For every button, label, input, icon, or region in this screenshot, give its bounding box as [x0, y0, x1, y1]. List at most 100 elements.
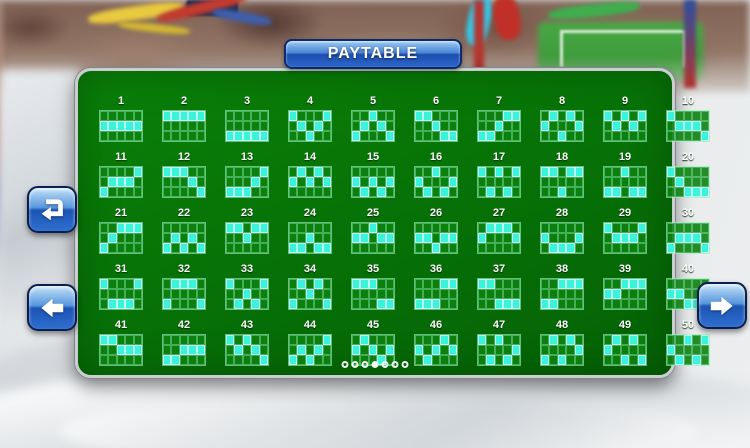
page-dot[interactable] — [391, 361, 399, 368]
payline-cell — [574, 335, 583, 345]
payline-cell — [675, 111, 684, 121]
payline-cell-lit — [667, 289, 676, 299]
page-dot[interactable] — [361, 361, 369, 368]
payline-cell-lit — [116, 299, 126, 309]
payline-cell — [478, 243, 487, 253]
payline-cell — [478, 177, 487, 187]
payline-cell-lit — [478, 167, 487, 177]
payline-cell-lit — [171, 111, 180, 121]
page-dot-active[interactable] — [371, 361, 379, 368]
payline-cell — [494, 289, 504, 299]
payline-cell-lit — [125, 299, 134, 309]
payline-cell-lit — [667, 243, 676, 253]
payline-cell-lit — [612, 233, 621, 243]
payline-cell-lit — [242, 289, 252, 299]
payline-cell — [171, 177, 180, 187]
payline-cell-lit — [612, 335, 621, 345]
payline-cell — [574, 289, 583, 299]
payline-cell — [196, 121, 205, 131]
payline-cell — [415, 187, 424, 197]
payline-cell — [360, 243, 369, 253]
page-dot[interactable] — [341, 361, 349, 368]
payline-cell-lit — [448, 177, 457, 187]
payline-cell-lit — [557, 131, 567, 141]
payline-cell-lit — [503, 223, 512, 233]
payline-cell — [604, 121, 613, 131]
payline-cell — [494, 131, 504, 141]
next-page-button[interactable] — [697, 282, 747, 329]
payline-tile: 38 — [540, 263, 584, 310]
payline-cell-lit — [368, 223, 378, 233]
payline-cell-lit — [289, 299, 298, 309]
payline-cell-lit — [251, 345, 260, 355]
payline-cell — [305, 243, 315, 253]
payline-cell-lit — [322, 335, 331, 345]
payline-cell — [574, 243, 583, 253]
payline-tile: 4 — [288, 95, 332, 142]
payline-cell-lit — [549, 335, 558, 345]
payline-cell — [620, 121, 630, 131]
payline-cell — [549, 355, 558, 365]
payline-cell — [179, 355, 189, 365]
payline-cell — [125, 289, 134, 299]
payline-cell — [440, 177, 449, 187]
payline-cell — [226, 111, 235, 121]
payline-cell — [478, 121, 487, 131]
payline-cell — [423, 279, 432, 289]
payline-cell-lit — [100, 243, 109, 253]
payline-cell — [188, 289, 197, 299]
payline-cell — [234, 243, 243, 253]
payline-cell — [511, 289, 520, 299]
prev-page-button[interactable] — [27, 284, 77, 331]
payline-cell — [511, 223, 520, 233]
payline-cell — [289, 279, 298, 289]
payline-tile: 35 — [351, 263, 395, 310]
payline-cell — [637, 299, 646, 309]
payline-cell — [259, 335, 268, 345]
payline-cell — [415, 121, 424, 131]
payline-cell — [675, 243, 684, 253]
streamer-red-2 — [490, 0, 524, 42]
payline-cell-lit — [116, 345, 126, 355]
payline-cell-lit — [423, 355, 432, 365]
page-dot[interactable] — [401, 361, 409, 368]
payline-cell-lit — [683, 335, 693, 345]
back-button[interactable] — [27, 186, 77, 233]
payline-cell — [100, 299, 109, 309]
payline-cell — [683, 243, 693, 253]
payline-cell — [163, 289, 172, 299]
payline-cell — [637, 243, 646, 253]
payline-cell-lit — [675, 233, 684, 243]
payline-cell — [683, 289, 693, 299]
page-dot[interactable] — [351, 361, 359, 368]
payline-cell — [637, 177, 646, 187]
payline-cell — [541, 187, 550, 197]
payline-cell — [171, 289, 180, 299]
payline-cell-lit — [692, 299, 701, 309]
payline-tile: 42 — [162, 319, 206, 366]
payline-cell — [629, 131, 638, 141]
payline-cell — [478, 355, 487, 365]
payline-cell-lit — [188, 111, 197, 121]
payline-cell-lit — [352, 233, 361, 243]
payline-cell-lit — [259, 223, 268, 233]
payline-cell — [604, 355, 613, 365]
payline-cell-lit — [352, 345, 361, 355]
page-dot[interactable] — [381, 361, 389, 368]
payline-cell — [196, 233, 205, 243]
payline-cell — [196, 177, 205, 187]
payline-number: 42 — [177, 319, 191, 331]
payline-cell — [667, 279, 676, 289]
payline-cell — [612, 167, 621, 177]
payline-cell — [368, 121, 378, 131]
payline-cell — [566, 121, 575, 131]
payline-cell — [314, 299, 323, 309]
payline-cell — [494, 279, 504, 289]
payline-cell — [683, 177, 693, 187]
payline-cell — [171, 121, 180, 131]
payline-cell — [297, 223, 306, 233]
payline-cell — [171, 345, 180, 355]
payline-cell — [440, 223, 449, 233]
payline-cell — [188, 355, 197, 365]
